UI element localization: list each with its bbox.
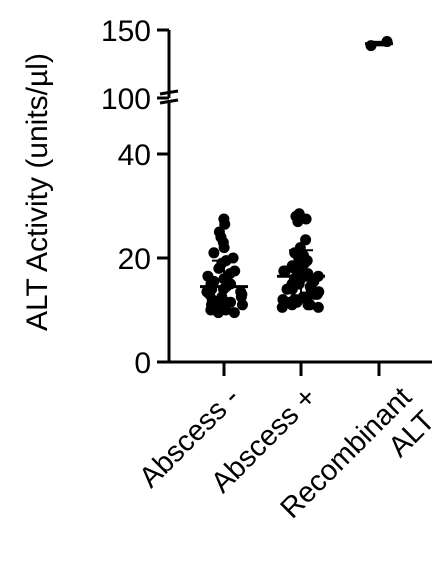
point-2-3 [300,213,312,225]
point-1-6 [218,242,230,254]
y-axis-title: ALT Activity (units/µl) [21,53,54,331]
point-1-7 [208,247,220,259]
axis-break-mark-top [159,89,179,96]
y-tick-label-100: 100 [101,83,151,116]
axis-break-mark-bottom [159,98,179,105]
error-bars [200,40,393,314]
point-2-16 [278,265,290,277]
point-2-4 [292,216,304,228]
point-2-50 [276,301,288,313]
x-ticks [222,362,381,376]
point-2-5 [300,234,312,246]
y-tick-label-40: 40 [118,139,151,172]
point-1-11 [213,262,225,274]
y-tick-label-20: 20 [118,243,151,276]
point-1-2 [219,218,231,230]
point-2-49 [312,301,324,313]
y-ticks: 0 20 40 100 150 [101,15,169,380]
point-2-32 [286,283,298,295]
point-1-34 [236,299,248,311]
point-2-48 [286,299,298,311]
axis-layer [159,30,432,364]
y-tick-label-0: 0 [134,347,151,380]
y-tick-label-150: 150 [101,15,151,48]
